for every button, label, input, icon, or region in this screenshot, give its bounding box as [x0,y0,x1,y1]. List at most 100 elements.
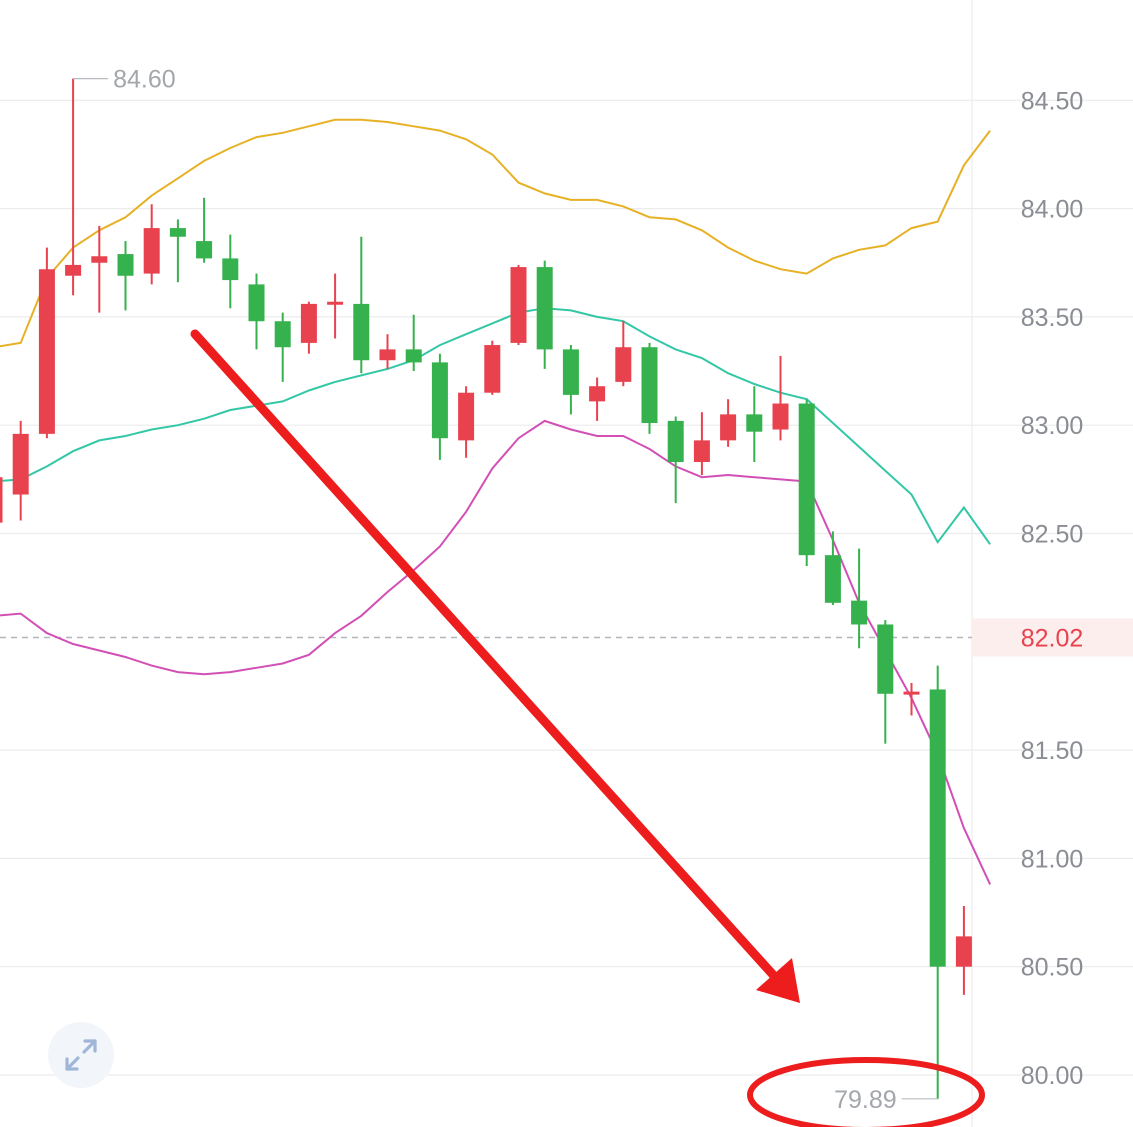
candle [693,412,710,476]
candle [169,219,186,283]
y-tick-label: 81.00 [1021,845,1084,873]
low-price-label: 79.89 [834,1086,897,1114]
expand-arrows-icon [65,1039,97,1071]
candle [851,548,868,649]
candle [510,264,527,346]
candle [431,353,448,460]
candle-body [955,936,972,967]
candle [117,241,134,311]
band-upper [0,118,991,348]
candle-body [300,303,317,343]
candle [300,301,317,354]
bollinger-bands [0,118,992,885]
candle-body [196,241,213,259]
candle [327,273,344,339]
candle [379,334,396,369]
candle-body [746,414,763,432]
expand-button[interactable] [48,1022,114,1088]
annotation-arrow [190,329,800,1003]
candle [929,665,946,1099]
candle-body [405,349,422,363]
current-price-tag [972,618,1133,657]
candle-body [12,433,29,495]
candle-body [91,256,108,263]
candle [38,247,55,439]
candle-body [484,345,501,393]
candle [65,78,82,296]
candle [798,399,815,566]
candles [0,78,972,1099]
candle-body [248,284,265,322]
y-tick-label: 81.50 [1021,737,1084,765]
candle-body [720,414,737,441]
y-tick-label: 83.00 [1021,412,1084,440]
candle [12,420,29,521]
band-middle [0,307,991,545]
candle-body [929,689,946,967]
price-axis: 84.50 84.00 83.50 83.00 82.50 82.02 81.50 81.00… [972,87,1133,1090]
extreme-price-labels: 84.60 79.89 [73,66,938,1114]
candle [353,236,370,374]
candle-body [824,555,841,603]
candle-body [169,228,186,237]
candle-body [222,258,239,281]
candle-body [641,347,658,424]
candle-body [353,303,370,361]
candle [667,416,684,504]
candle [589,377,606,421]
candle-body [379,349,396,361]
candle [772,355,789,441]
candle-body [772,403,789,430]
candle-body [562,349,579,395]
candle-body [274,321,291,348]
y-tick-label: 80.50 [1021,954,1084,982]
arrow-shaft [190,329,780,982]
candle-body [510,267,527,343]
y-tick-label: 82.50 [1021,521,1084,549]
arrow-head [756,958,800,1003]
candle-body [117,254,134,276]
candle [0,477,3,523]
candle [484,340,501,395]
candle [903,682,920,716]
candle [143,204,160,285]
high-price-label: 84.60 [113,66,176,94]
candle-body [536,267,553,350]
candle-body [693,440,710,463]
candle [720,399,737,447]
candle [274,312,291,382]
candle-body [327,301,344,305]
low-price-circle [747,1057,985,1127]
candle [196,197,213,263]
candle [746,386,763,463]
candle-body [667,420,684,463]
candle-body [798,403,815,556]
candle [248,273,265,350]
candle [615,321,632,387]
y-tick-label: 84.50 [1021,87,1084,115]
candle [91,225,108,313]
y-tick-label: 83.50 [1021,304,1084,332]
band-lower [0,419,992,885]
candle-body [589,386,606,402]
candle [458,386,475,458]
candle-body [65,264,82,276]
candle-body [458,392,475,441]
candle-body [143,228,160,274]
candle [641,342,658,434]
candle-body [0,477,3,523]
candle [222,234,239,309]
candle [562,345,579,415]
y-tick-label: 84.00 [1021,196,1084,224]
candle-body [877,624,894,694]
candle-body [903,691,920,695]
candle [405,314,422,372]
candle-body [431,362,448,439]
current-price-label: 82.02 [1021,624,1084,652]
candle-body [615,347,632,382]
candle-body [851,600,868,625]
y-tick-label: 80.00 [1021,1062,1084,1090]
candle [877,620,894,744]
candle [536,260,553,369]
